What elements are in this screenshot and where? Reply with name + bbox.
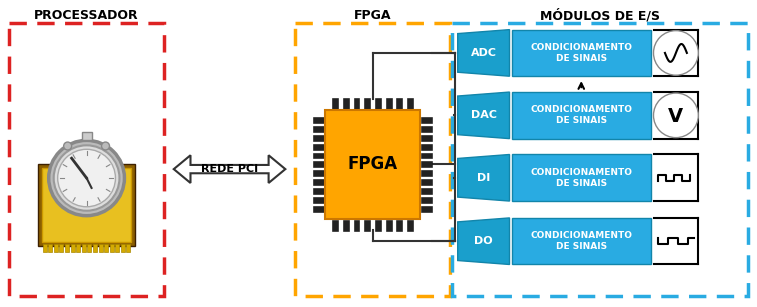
Bar [313,153,324,158]
Bar [82,132,92,140]
Polygon shape [458,92,509,139]
Bar [354,220,360,231]
Polygon shape [174,155,285,183]
Bar [421,179,431,185]
Bar [54,244,58,252]
Bar [396,220,402,231]
Bar [42,244,47,252]
Polygon shape [458,154,509,201]
Text: DO: DO [475,236,493,246]
Bar [375,220,381,231]
Bar [421,197,431,203]
Bar [115,244,120,252]
Bar [364,98,370,109]
Text: CONDICIONAMENTO
DE SINAIS: CONDICIONAMENTO DE SINAIS [530,231,632,251]
Bar [421,144,431,150]
Text: CONDICIONAMENTO
DE SINAIS: CONDICIONAMENTO DE SINAIS [530,105,632,125]
Bar [93,244,97,252]
Bar [295,23,450,296]
Text: ADC: ADC [471,48,497,58]
Bar [421,170,431,176]
Bar [313,126,324,132]
Polygon shape [458,30,509,76]
Bar [48,244,52,252]
Bar [313,161,324,167]
Bar [421,126,431,132]
Bar [452,23,748,296]
Bar [313,188,324,194]
Bar [343,220,349,231]
Circle shape [54,145,120,211]
Circle shape [48,140,124,216]
Bar [313,197,324,203]
Circle shape [58,149,116,207]
Bar [364,220,370,231]
Bar [104,244,108,252]
Bar [87,244,92,252]
Bar [126,244,130,252]
Bar [396,98,402,109]
Bar [407,98,413,109]
Bar [313,179,324,185]
Bar [421,135,431,141]
Bar [42,168,132,243]
Circle shape [653,31,698,75]
Bar [9,23,164,296]
Bar [512,30,651,76]
Bar [70,244,75,252]
Text: CONDICIONAMENTO
DE SINAIS: CONDICIONAMENTO DE SINAIS [530,168,632,188]
Bar [512,92,651,139]
Bar [421,153,431,158]
Bar [332,220,338,231]
Text: FPGA: FPGA [354,9,391,22]
Bar [82,244,86,252]
Bar [343,98,349,109]
Bar [313,144,324,150]
Bar [60,244,64,252]
Polygon shape [458,218,509,265]
Circle shape [653,93,698,138]
Text: CONDICIONAMENTO
DE SINAIS: CONDICIONAMENTO DE SINAIS [530,43,632,63]
Bar [407,220,413,231]
Bar [385,220,391,231]
Bar [110,244,114,252]
Bar [375,98,381,109]
Bar [421,117,431,123]
Bar [121,244,125,252]
Bar [421,206,431,212]
Circle shape [101,142,110,150]
Bar [512,154,651,201]
Bar [354,98,360,109]
Bar [38,164,136,247]
Bar [313,117,324,123]
Bar [421,188,431,194]
Bar [385,98,391,109]
Circle shape [64,142,72,150]
Text: FPGA: FPGA [347,155,397,173]
Bar [512,218,651,265]
Bar [98,244,102,252]
Text: MÓDULOS DE E/S: MÓDULOS DE E/S [540,9,659,22]
Bar [326,110,420,219]
Text: DI: DI [477,173,491,183]
Bar [332,98,338,109]
Bar [65,244,69,252]
Bar [313,206,324,212]
Bar [313,170,324,176]
Text: REDE PCI: REDE PCI [201,164,258,174]
Text: V: V [668,107,684,126]
Bar [421,161,431,167]
Bar [313,135,324,141]
Bar [76,244,80,252]
Text: PROCESSADOR: PROCESSADOR [34,9,139,22]
Text: DAC: DAC [471,110,497,120]
